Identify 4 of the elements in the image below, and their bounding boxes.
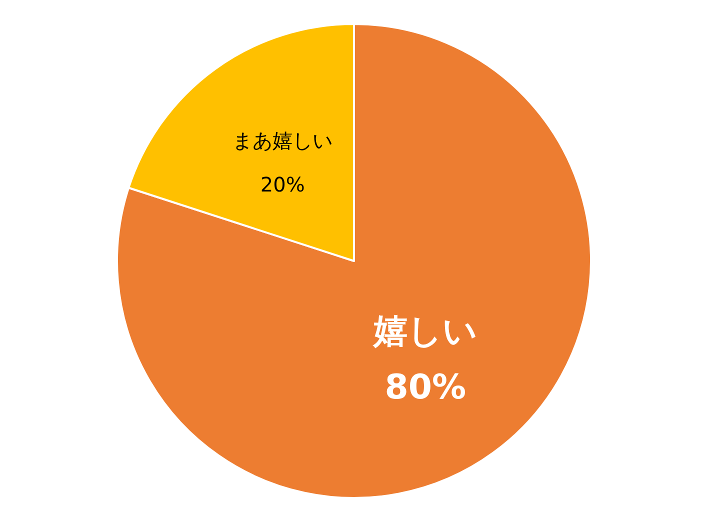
slice-label: 嬉しい <box>372 311 478 352</box>
data-label: 20% <box>260 172 305 197</box>
data-label: 80% <box>384 367 466 408</box>
slice-label: まあ嬉しい <box>232 128 333 153</box>
